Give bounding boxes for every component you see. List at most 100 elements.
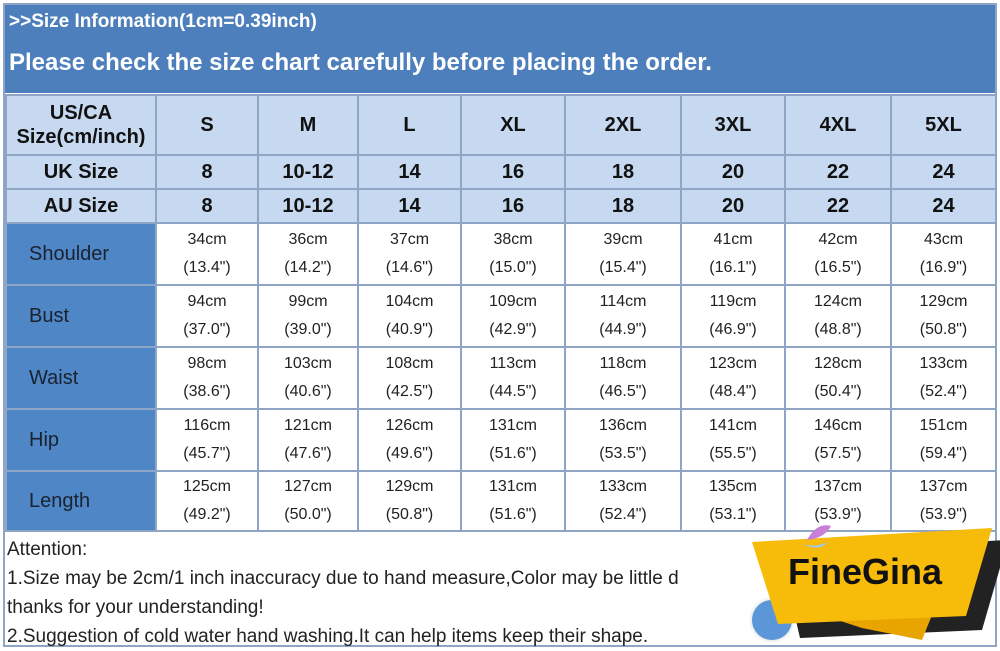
measurement-value-text: (45.7") <box>183 445 231 462</box>
au-value: 16 <box>460 188 566 224</box>
measurement-value-text: 129cm <box>919 293 968 310</box>
au-value: 24 <box>890 188 997 224</box>
measurement-value: 129cm (50.8") <box>890 284 997 348</box>
measurement-value-text: 41cm <box>713 231 753 248</box>
measurement-value-text: 146cm <box>813 417 863 434</box>
measurement-value: 136cm (53.5") <box>564 408 682 472</box>
measurement-value: 109cm (42.9") <box>460 284 566 348</box>
measurement-value-text: (15.0") <box>489 259 537 276</box>
measurement-value-text: (51.6") <box>489 445 537 462</box>
measurement-row: Shoulder 34cm (13.4") 36cm (14.2") 37cm (14.6"… <box>5 222 997 286</box>
measurement-value: 124cm (48.8") <box>784 284 892 348</box>
measurement-value-text: (53.9") <box>919 506 968 523</box>
uk-value: 20 <box>680 154 786 190</box>
measurement-value-text: 116cm <box>183 417 231 434</box>
measurement-value-text: 38cm <box>493 231 533 248</box>
measurement-value-text: 104cm <box>385 293 434 310</box>
measurement-value-text: 37cm <box>389 231 430 248</box>
measurement-value-text: 128cm <box>813 355 863 372</box>
header-row: US/CA Size(cm/inch) S M L XL 2XL 3XL 4XL 5XL <box>5 94 997 156</box>
measurement-value: 39cm (15.4") <box>564 222 682 286</box>
measurement-value: 127cm (50.0") <box>257 470 359 532</box>
measurement-value: 128cm (50.4") <box>784 346 892 410</box>
au-value: 18 <box>564 188 682 224</box>
measurement-value: 135cm (53.1") <box>680 470 786 532</box>
measurement-value-text: (49.6") <box>385 445 434 462</box>
uk-value: 16 <box>460 154 566 190</box>
measurement-value-text: (51.6") <box>489 506 537 523</box>
uk-value-text: 10-12 <box>282 160 334 183</box>
uk-value: 24 <box>890 154 997 190</box>
size-header-text: 3XL <box>714 113 752 136</box>
size-chart: >>Size Information(1cm=0.39inch) Please … <box>3 3 997 647</box>
measurement-value-text: (14.6") <box>385 259 434 276</box>
measurement-value-text: (44.5") <box>489 383 537 400</box>
measurement-label-text: Length <box>29 489 91 512</box>
measurement-value-text: 113cm <box>489 355 537 372</box>
measurement-label: Waist <box>5 346 157 410</box>
au-value: 8 <box>155 188 259 224</box>
measurement-value-text: 34cm <box>187 231 227 248</box>
measurement-value-text: (42.9") <box>489 321 537 338</box>
measurement-value: 119cm (46.9") <box>680 284 786 348</box>
finegina-logo: FineGina <box>752 525 1000 640</box>
corner-cell-text: Size(cm/inch) <box>16 126 146 148</box>
measurement-value-text: 119cm <box>709 293 757 310</box>
uk-value: 22 <box>784 154 892 190</box>
uk-value: 10-12 <box>257 154 359 190</box>
measurement-value-text: (50.4") <box>814 383 862 400</box>
attention-notes: Attention: 1.Size may be 2cm/1 inch inac… <box>7 535 988 651</box>
measurement-value: 94cm (37.0") <box>155 284 259 348</box>
measurement-value-text: 126cm <box>385 417 434 434</box>
measurement-value-text: (53.1") <box>709 506 757 523</box>
measurement-value-text: (13.4") <box>183 259 231 276</box>
au-value-text: 24 <box>932 194 955 217</box>
measurement-value-text: 121cm <box>283 417 333 434</box>
measurement-value-text: (42.5") <box>385 383 434 400</box>
measurement-value: 125cm (49.2") <box>155 470 259 532</box>
measurement-value: 114cm (44.9") <box>564 284 682 348</box>
measurement-value-text: 108cm <box>385 355 434 372</box>
measurement-value: 34cm (13.4") <box>155 222 259 286</box>
measurement-value: 103cm (40.6") <box>257 346 359 410</box>
measurement-label: Hip <box>5 408 157 472</box>
measurement-value-text: 94cm <box>187 293 227 310</box>
measurement-value-text: (47.6") <box>284 445 332 462</box>
measurement-value-text: (37.0") <box>183 321 231 338</box>
measurement-value-text: 137cm <box>919 478 968 495</box>
measurement-row: Length 125cm (49.2") 127cm (50.0") 129cm (50.8… <box>5 470 997 532</box>
measurement-value-text: 103cm <box>283 355 333 372</box>
size-header-text: M <box>299 113 317 136</box>
uk-value-text: 14 <box>398 160 421 183</box>
measurement-value-text: (48.4") <box>709 383 757 400</box>
measurement-value: 131cm (51.6") <box>460 408 566 472</box>
measurement-value-text: (55.5") <box>709 445 757 462</box>
uk-value-text: 8 <box>201 160 213 183</box>
measurement-value: 123cm (48.4") <box>680 346 786 410</box>
measurement-value-text: 109cm <box>488 293 538 310</box>
measurement-value-text: (44.9") <box>599 321 647 338</box>
measurement-value: 126cm (49.6") <box>357 408 462 472</box>
measurement-value-text: 141cm <box>708 417 758 434</box>
size-header: 2XL <box>564 94 682 156</box>
measurement-value-text: 42cm <box>818 231 858 248</box>
size-header-text: 5XL <box>925 113 962 136</box>
uk-value: 18 <box>564 154 682 190</box>
measurement-value-text: (40.6") <box>284 383 332 400</box>
measurement-row: Hip 116cm (45.7") 121cm (47.6") 126cm (49.6") 1… <box>5 408 997 472</box>
measurement-value-text: 36cm <box>288 231 328 248</box>
measurement-value-text: 135cm <box>708 478 758 495</box>
measurement-row: Waist 98cm (38.6") 103cm (40.6") 108cm (42.5")… <box>5 346 997 410</box>
size-header: 5XL <box>890 94 997 156</box>
measurement-value-text: 125cm <box>182 478 232 495</box>
measurement-value-text: 129cm <box>385 478 434 495</box>
measurement-value-text: (53.5") <box>599 445 647 462</box>
measurement-value-text: (57.5") <box>814 445 862 462</box>
measurement-value: 131cm (51.6") <box>460 470 566 532</box>
measurement-value-text: 39cm <box>603 231 643 248</box>
measurement-value: 42cm (16.5") <box>784 222 892 286</box>
chart-title: >>Size Information(1cm=0.39inch) <box>9 11 317 32</box>
chart-subtitle: Please check the size chart carefully be… <box>9 49 712 76</box>
size-header: S <box>155 94 259 156</box>
measurement-value-text: (48.8") <box>814 321 862 338</box>
